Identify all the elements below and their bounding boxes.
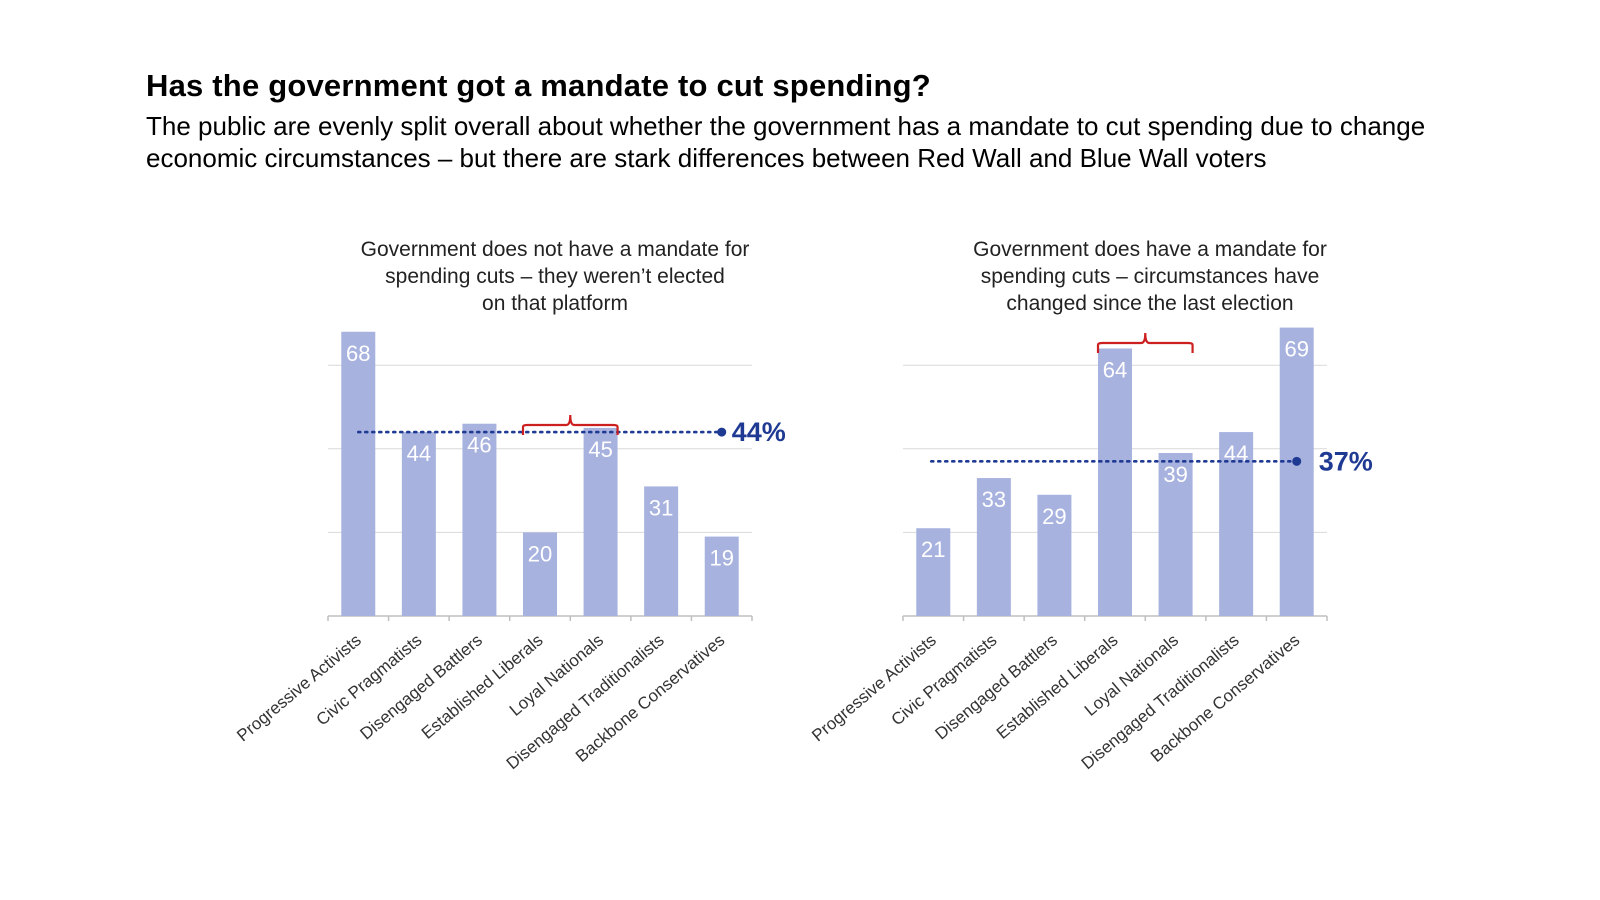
chart2-title-line: spending cuts – circumstances have [981, 265, 1320, 288]
page-title: Has the government got a mandate to cut … [146, 68, 931, 103]
chart2-bar-value-label: 69 [1284, 337, 1308, 362]
chart1-bar-value-label: 46 [467, 433, 491, 458]
chart1-bar [401, 432, 436, 616]
chart2-bar [1279, 327, 1314, 616]
page-subtitle: The public are evenly split overall abou… [146, 111, 1426, 173]
chart1-category-label: Civic Pragmatists [313, 631, 426, 730]
chart2-highlight-bracket [1096, 332, 1194, 353]
chart2-bar-value-label: 39 [1163, 462, 1187, 487]
chart1-title-line: on that platform [482, 292, 628, 315]
chart1-bar-value-label: 45 [588, 437, 612, 462]
chart2-average-marker [1292, 456, 1302, 466]
chart1-bar-value-label: 31 [649, 495, 673, 520]
chart2-bar-value-label: 29 [1042, 504, 1066, 529]
chart2-bar [1219, 432, 1254, 616]
chart2-bar [916, 528, 951, 616]
chart2-title-line: changed since the last election [1006, 292, 1293, 315]
chart2-category-label: Civic Pragmatists [888, 631, 1001, 730]
chart1-bar-value-label: 19 [709, 546, 733, 571]
chart2-bar-value-label: 21 [921, 537, 945, 562]
chart2-bar [1158, 452, 1193, 616]
chart1-bar-value-label: 68 [346, 341, 370, 366]
chart2-bar-value-label: 64 [1103, 357, 1127, 382]
chart2-bar-value-label: 33 [982, 487, 1006, 512]
chart1-bar-value-label: 44 [407, 441, 431, 466]
chart1-average-marker [717, 427, 727, 437]
chart1-bar [704, 536, 739, 616]
chart1-highlight-bracket [521, 414, 619, 435]
chart2-average-label: 37% [1319, 446, 1373, 476]
chart2-bar [976, 478, 1011, 616]
chart1-bar [523, 532, 557, 616]
chart1-bar-value-label: 20 [528, 541, 552, 566]
chart1-bar [462, 423, 497, 616]
chart2-bar [1037, 494, 1072, 616]
chart1-title-line: spending cuts – they weren’t elected [385, 265, 725, 288]
chart1-bar [583, 427, 618, 616]
chart1-bar [644, 486, 679, 616]
chart1-bar [341, 331, 376, 616]
chart2-title-line: Government does have a mandate for [973, 238, 1327, 261]
chart2-bar [1098, 348, 1132, 616]
chart1-title-line: Government does not have a mandate for [361, 238, 750, 261]
chart1-average-label: 44% [732, 417, 786, 447]
